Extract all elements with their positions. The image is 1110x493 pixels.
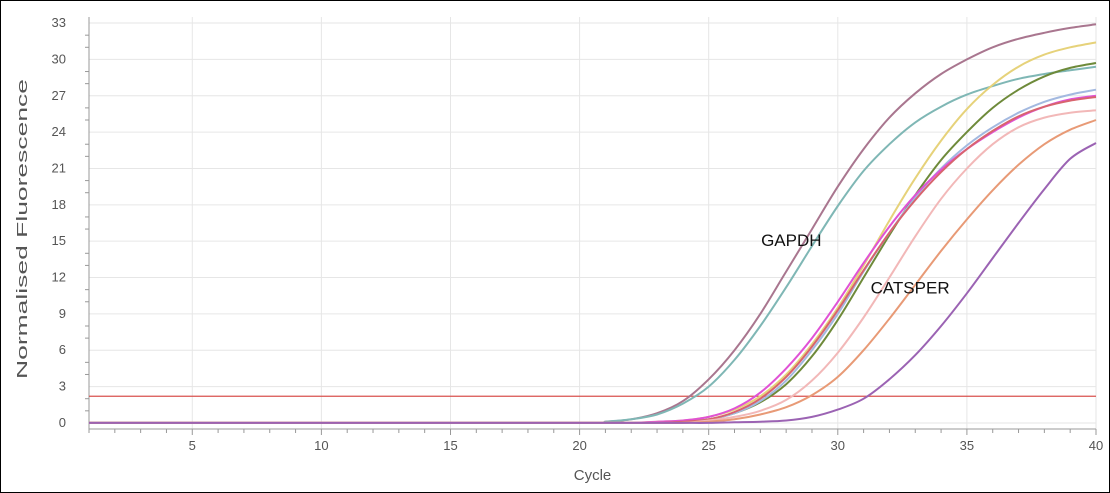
y-tick-label: 12 — [52, 270, 66, 285]
y-tick-label: 9 — [59, 306, 66, 321]
y-tick-label: 27 — [52, 88, 66, 103]
series-line-6 — [89, 94, 1097, 424]
y-tick-label: 3 — [59, 379, 66, 394]
y-tick-label: 24 — [52, 124, 66, 139]
x-tick-label: 35 — [960, 438, 974, 453]
annotation-label: CATSPER — [871, 278, 950, 297]
grid — [89, 17, 1097, 429]
x-tick-label: 15 — [443, 438, 457, 453]
axes: 5 10 15 20 25 30 35 40 0 3 6 9 12 15 18 21 24 27 30 33 — [52, 15, 1104, 453]
y-tick-label: 21 — [52, 160, 66, 175]
series-line-5 — [89, 88, 1097, 424]
y-axis-title: Normalised Fluorescence — [14, 79, 31, 379]
x-tick-label: 20 — [572, 438, 586, 453]
x-tick-label: 5 — [189, 438, 196, 453]
series-line-7 — [89, 96, 1097, 424]
series-line-10 — [89, 142, 1097, 424]
x-tick-label: 30 — [831, 438, 845, 453]
annotations: GAPDH CATSPER — [761, 231, 950, 297]
series-group — [88, 23, 1097, 425]
annotation-label: GAPDH — [761, 231, 821, 250]
series-line-2 — [88, 65, 1097, 424]
x-tick-label: 25 — [701, 438, 715, 453]
y-tick-label: 33 — [52, 15, 66, 30]
y-tick-label: 15 — [52, 233, 66, 248]
y-tick-label: 30 — [52, 51, 66, 66]
y-tick-label: 6 — [59, 342, 66, 357]
x-tick-label: 10 — [314, 438, 328, 453]
series-line-1 — [88, 23, 1097, 424]
y-tick-label: 0 — [59, 415, 66, 430]
x-tick-label: 40 — [1089, 438, 1103, 453]
series-line-4 — [89, 62, 1097, 424]
y-tick-label: 18 — [52, 197, 66, 212]
series-line-8 — [89, 109, 1097, 425]
x-axis-title: Cycle — [574, 467, 612, 484]
series-line-3 — [89, 41, 1097, 424]
